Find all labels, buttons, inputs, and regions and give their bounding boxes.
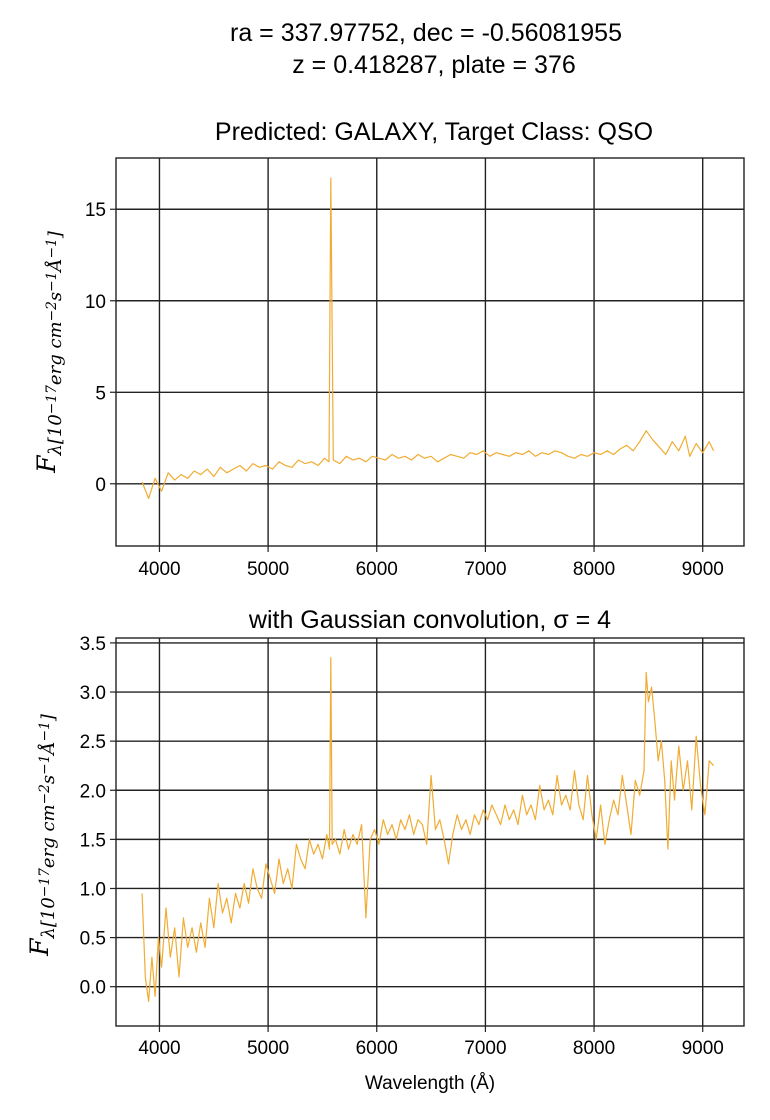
y-tick-label: 3.5 [80, 634, 106, 655]
raw-spectrum-y-axis-label: Fλ[10−17erg cm−2s−1Å−1] [32, 230, 66, 474]
smoothed-spectrum-y-ticks: 0.0 0.5 1.0 1.5 2.0 2.5 3.0 3.5 [80, 634, 116, 999]
y-tick-label: 3.0 [80, 683, 106, 704]
y-tick-label: 2.5 [80, 732, 106, 753]
x-tick-label: 5000 [247, 559, 289, 580]
y-axis-label-text: Fλ[10−17erg cm−2s−1Å−1] [32, 230, 66, 474]
x-tick-label: 7000 [464, 559, 506, 580]
smoothed-spectrum-y-axis-label: Fλ[10−17erg cm−2s−1Å−1] [25, 713, 59, 957]
x-tick-label: 5000 [247, 1038, 289, 1059]
x-tick-label: 9000 [682, 559, 724, 580]
raw-spectrum-x-ticks: 4000 5000 6000 7000 8000 9000 [138, 546, 724, 580]
x-tick-label: 6000 [356, 559, 398, 580]
y-tick-label: 2.0 [80, 781, 106, 802]
x-tick-label: 8000 [573, 1038, 615, 1059]
raw-spectrum-title: Predicted: GALAXY, Target Class: QSO [215, 118, 653, 146]
header-redshift-plate: z = 0.418287, plate = 376 [292, 51, 576, 79]
smoothed-spectrum-x-ticks: 4000 5000 6000 7000 8000 9000 [138, 1026, 724, 1059]
x-tick-label: 7000 [464, 1038, 506, 1059]
y-tick-label: 0 [95, 475, 106, 496]
smoothed-spectrum-axes-frame [115, 637, 745, 1027]
y-tick-label: 10 [85, 292, 106, 313]
smoothed-spectrum-plot-area [141, 656, 715, 1003]
y-tick-label: 1.5 [80, 830, 106, 851]
y-tick-label: 1.0 [80, 879, 106, 900]
y-tick-label: 0.5 [80, 929, 106, 950]
y-tick-label: 0.0 [80, 978, 106, 999]
raw-spectrum-panel: Predicted: GALAXY, Target Class: QSO 400… [32, 118, 745, 580]
raw-spectrum-plot-area [141, 177, 715, 499]
y-axis-label-text: Fλ[10−17erg cm−2s−1Å−1] [25, 713, 59, 957]
x-tick-label: 4000 [138, 559, 180, 580]
spectrum-series-line [141, 177, 715, 499]
y-tick-label: 15 [85, 200, 106, 221]
x-axis-label: Wavelength (Å) [365, 1073, 495, 1094]
spectrum-series-line [141, 656, 715, 1003]
x-tick-label: 6000 [356, 1038, 398, 1059]
smoothed-spectrum-title: with Gaussian convolution, σ = 4 [248, 606, 611, 634]
raw-spectrum-grid [116, 158, 744, 546]
raw-spectrum-axes-frame [115, 157, 745, 547]
smoothed-spectrum-panel: with Gaussian convolution, σ = 4 4000 500… [25, 606, 745, 1094]
raw-spectrum-y-ticks: 0 5 10 15 [85, 200, 116, 496]
x-tick-label: 4000 [138, 1038, 180, 1059]
y-tick-label: 5 [95, 383, 106, 404]
header-coordinates: ra = 337.97752, dec = -0.56081955 [230, 19, 622, 47]
x-tick-label: 8000 [573, 559, 615, 580]
x-tick-label: 9000 [682, 1038, 724, 1059]
